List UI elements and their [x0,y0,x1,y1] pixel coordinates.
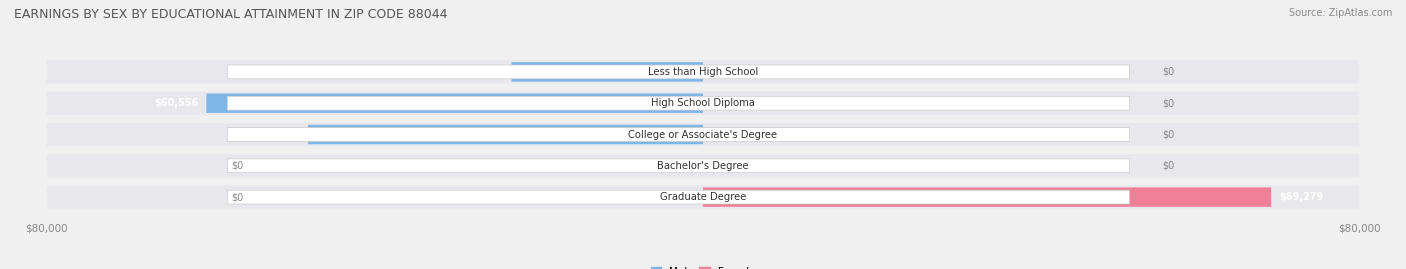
FancyBboxPatch shape [207,94,703,113]
Text: $0: $0 [1163,129,1174,140]
FancyBboxPatch shape [228,65,1129,79]
FancyBboxPatch shape [308,125,703,144]
FancyBboxPatch shape [228,96,1129,110]
FancyBboxPatch shape [703,187,1271,207]
Text: Bachelor's Degree: Bachelor's Degree [657,161,749,171]
Legend: Male, Female: Male, Female [647,263,759,269]
Text: $0: $0 [232,192,243,202]
Text: $23,349: $23,349 [458,67,503,77]
Text: $48,167: $48,167 [256,129,299,140]
Text: $0: $0 [1163,67,1174,77]
FancyBboxPatch shape [228,190,1129,204]
FancyBboxPatch shape [46,186,1360,209]
FancyBboxPatch shape [228,159,1129,173]
FancyBboxPatch shape [46,92,1360,115]
Text: High School Diploma: High School Diploma [651,98,755,108]
Text: Source: ZipAtlas.com: Source: ZipAtlas.com [1288,8,1392,18]
Text: Less than High School: Less than High School [648,67,758,77]
Text: $0: $0 [1163,161,1174,171]
Text: $69,279: $69,279 [1279,192,1323,202]
FancyBboxPatch shape [228,128,1129,141]
FancyBboxPatch shape [46,154,1360,177]
Text: $60,556: $60,556 [153,98,198,108]
FancyBboxPatch shape [512,62,703,82]
Text: Graduate Degree: Graduate Degree [659,192,747,202]
Text: EARNINGS BY SEX BY EDUCATIONAL ATTAINMENT IN ZIP CODE 88044: EARNINGS BY SEX BY EDUCATIONAL ATTAINMEN… [14,8,447,21]
FancyBboxPatch shape [46,123,1360,146]
Text: $0: $0 [1163,98,1174,108]
Text: $0: $0 [232,161,243,171]
FancyBboxPatch shape [46,60,1360,83]
Text: College or Associate's Degree: College or Associate's Degree [628,129,778,140]
